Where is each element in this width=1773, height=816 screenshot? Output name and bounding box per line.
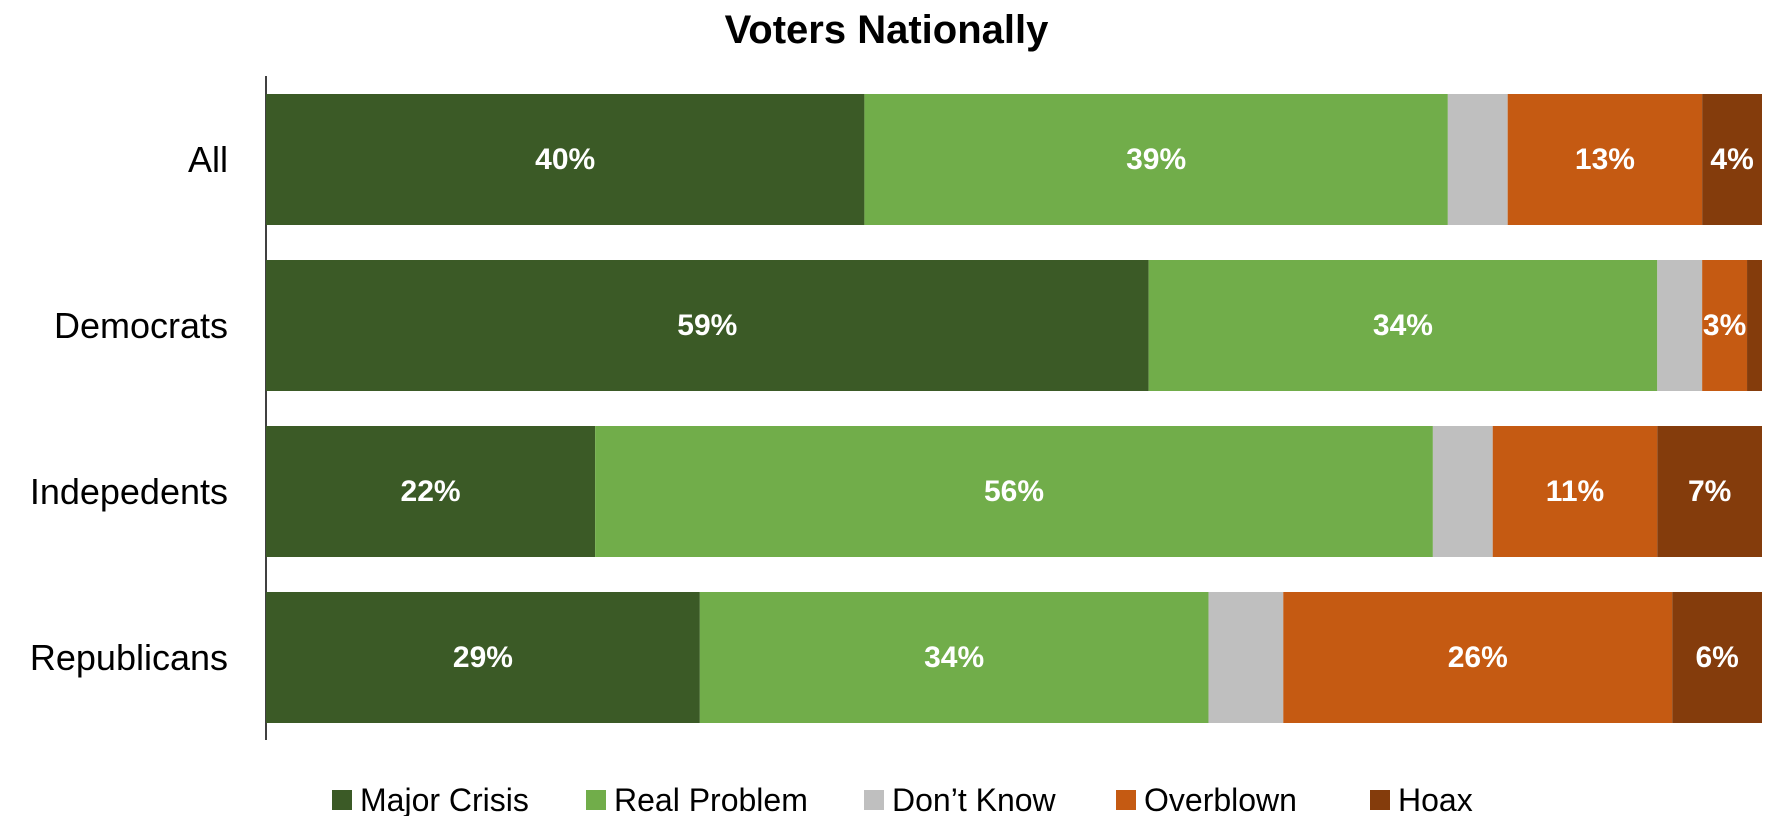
bar-hoax-all: [1702, 94, 1762, 225]
legend-label-don-t-know: Don’t Know: [892, 782, 1057, 816]
data-label-real-problem-republicans: 34%: [924, 641, 984, 674]
bar-don-t-know-republicans: [1208, 592, 1284, 723]
bar-don-t-know-democrats: [1657, 260, 1703, 391]
legend-label-overblown: Overblown: [1144, 782, 1297, 816]
legend-swatch-major-crisis: [332, 790, 352, 810]
data-label-hoax-indepedents: 7%: [1688, 475, 1731, 508]
data-label-major-crisis-all: 40%: [535, 143, 595, 176]
bar-overblown-all: [1507, 94, 1703, 225]
data-label-real-problem-indepedents: 56%: [984, 475, 1044, 508]
legend-swatch-real-problem: [586, 790, 606, 810]
bar-hoax-republicans: [1672, 592, 1762, 723]
data-label-major-crisis-democrats: 59%: [677, 309, 737, 342]
data-label-major-crisis-republicans: 29%: [453, 641, 513, 674]
bar-real-problem-republicans: [699, 592, 1209, 723]
category-label-democrats: Democrats: [54, 305, 228, 346]
legend-label-real-problem: Real Problem: [614, 782, 808, 816]
data-label-hoax-republicans: 6%: [1695, 641, 1738, 674]
bar-don-t-know-all: [1447, 94, 1508, 225]
bar-overblown-republicans: [1283, 592, 1673, 723]
data-label-overblown-democrats: 3%: [1703, 309, 1746, 342]
category-label-republicans: Republicans: [30, 637, 228, 678]
category-label-indepedents: Indepedents: [30, 471, 228, 512]
legend-swatch-don-t-know: [864, 790, 884, 810]
bar-don-t-know-indepedents: [1432, 426, 1493, 557]
bar-major-crisis-indepedents: [266, 426, 596, 557]
bar-major-crisis-all: [266, 94, 865, 225]
data-label-real-problem-all: 39%: [1126, 143, 1186, 176]
bar-overblown-indepedents: [1492, 426, 1658, 557]
bar-real-problem-all: [864, 94, 1448, 225]
category-label-all: All: [188, 139, 228, 180]
legend-swatch-hoax: [1370, 790, 1390, 810]
legend-swatch-overblown: [1116, 790, 1136, 810]
data-label-hoax-all: 4%: [1710, 143, 1753, 176]
bar-major-crisis-republicans: [266, 592, 700, 723]
bar-hoax-democrats: [1747, 260, 1762, 391]
bar-overblown-democrats: [1702, 260, 1748, 391]
bar-major-crisis-democrats: [266, 260, 1149, 391]
data-label-major-crisis-indepedents: 22%: [401, 475, 461, 508]
bar-real-problem-indepedents: [595, 426, 1433, 557]
data-label-overblown-indepedents: 11%: [1546, 475, 1604, 508]
bar-hoax-indepedents: [1657, 426, 1762, 557]
bar-real-problem-democrats: [1148, 260, 1658, 391]
legend-label-major-crisis: Major Crisis: [360, 782, 529, 816]
data-label-real-problem-democrats: 34%: [1373, 309, 1433, 342]
chart-title: Voters Nationally: [724, 8, 1049, 52]
legend-label-hoax: Hoax: [1398, 782, 1473, 816]
data-label-overblown-republicans: 26%: [1448, 641, 1508, 674]
data-label-overblown-all: 13%: [1575, 143, 1635, 176]
